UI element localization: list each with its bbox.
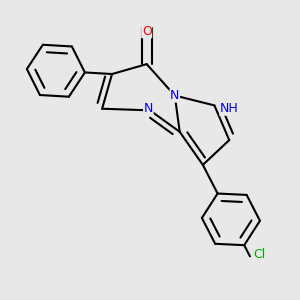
- Text: NH: NH: [220, 102, 239, 115]
- Text: O: O: [142, 25, 152, 38]
- Text: N: N: [144, 102, 153, 115]
- Text: N: N: [170, 89, 179, 102]
- Text: Cl: Cl: [253, 248, 265, 261]
